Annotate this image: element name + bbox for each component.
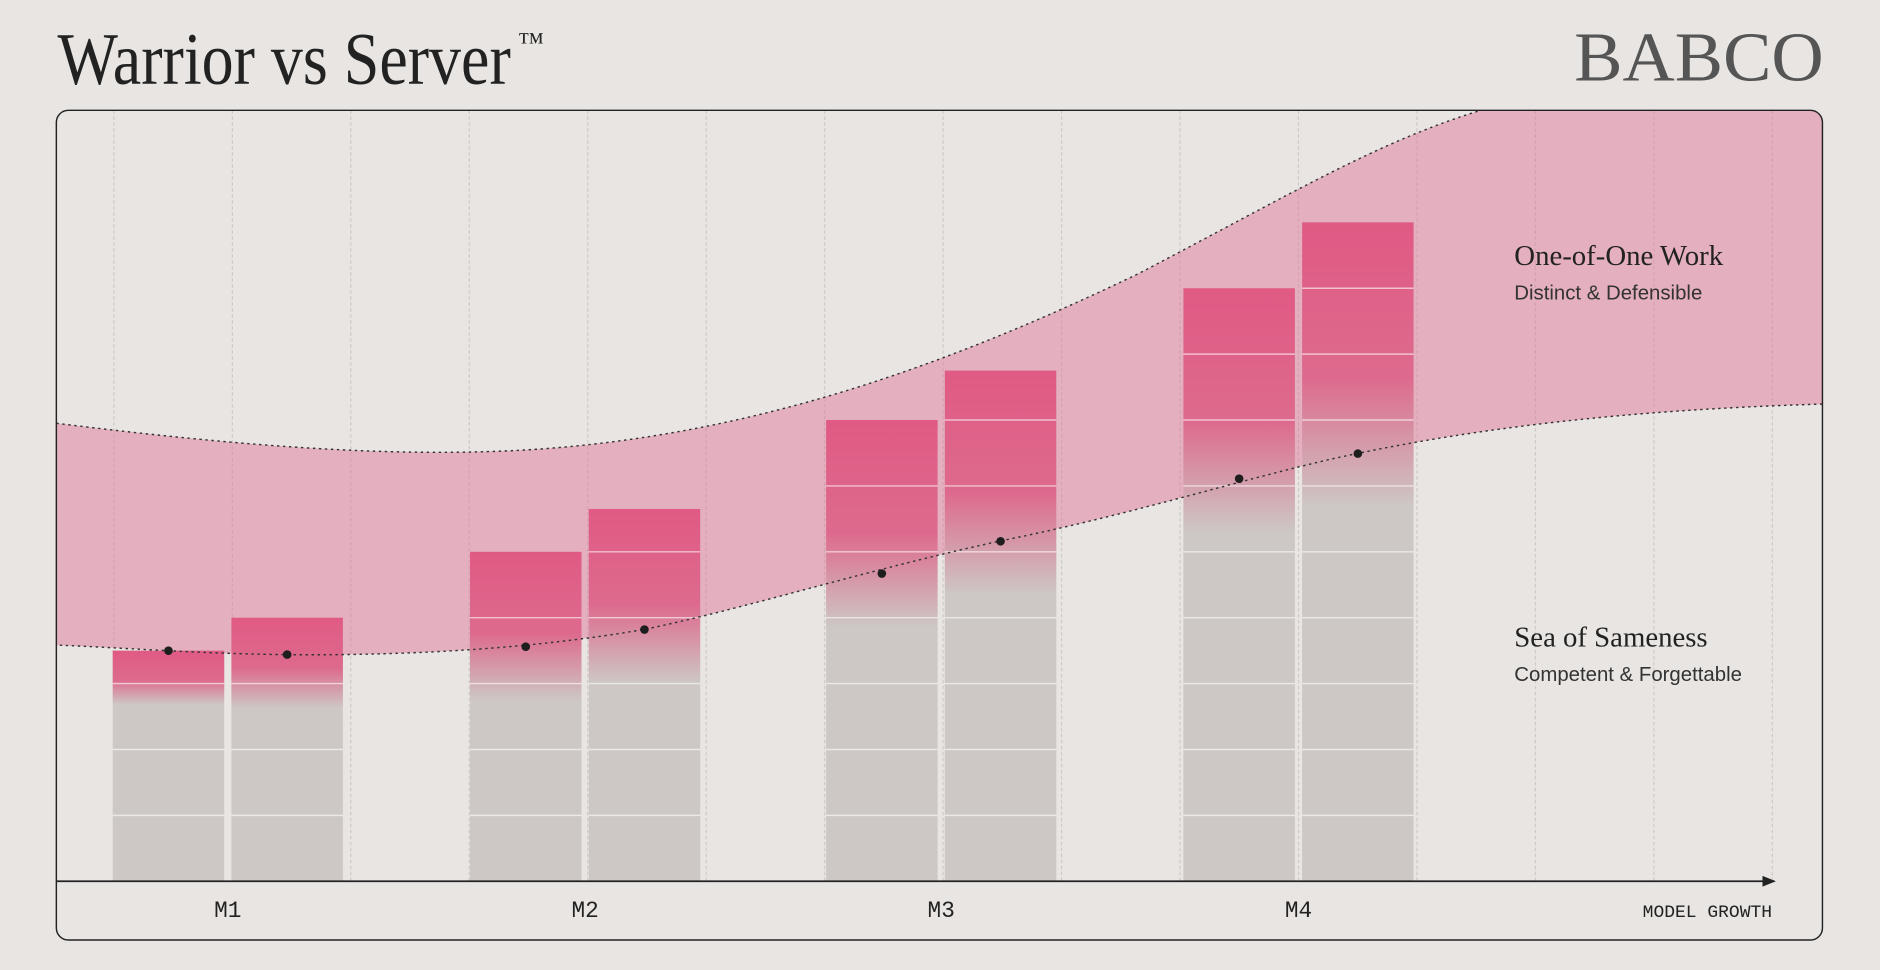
- x-tick-label: M2: [571, 898, 598, 924]
- x-tick-label: M4: [1285, 898, 1312, 924]
- band-lower-edge: [56, 403, 1823, 656]
- zone-title: One-of-One Work: [1514, 240, 1723, 272]
- bar-highlight: [588, 508, 701, 882]
- bar-highlight: [112, 650, 225, 882]
- x-tick-label: M1: [214, 898, 241, 924]
- threshold-point: [164, 646, 173, 655]
- title-mark: ™: [518, 27, 544, 56]
- x-axis-label: MODEL GROWTH: [1643, 903, 1772, 923]
- threshold-point: [1234, 474, 1244, 483]
- zone-subtitle: Competent & Forgettable: [1514, 664, 1742, 686]
- brand-logo: BABCO: [1574, 19, 1823, 96]
- chart-title: Warrior vs Server: [58, 19, 511, 101]
- threshold-point: [1353, 449, 1363, 458]
- band-upper-edge: [56, 110, 1559, 454]
- bar-highlight: [944, 370, 1057, 882]
- bar-highlight: [826, 420, 938, 882]
- threshold-point: [640, 625, 649, 634]
- x-tick-label: M3: [928, 898, 955, 924]
- threshold-point: [877, 569, 887, 578]
- bar-highlight: [470, 551, 582, 882]
- threshold-points: [164, 449, 1363, 659]
- zone-title: Sea of Sameness: [1514, 621, 1707, 653]
- zone-subtitle: Distinct & Defensible: [1514, 283, 1702, 305]
- threshold-point: [996, 536, 1005, 546]
- threshold-point: [282, 650, 292, 659]
- bar-highlight: [1183, 288, 1295, 882]
- plot-area: [56, 110, 1823, 882]
- bars: [112, 222, 1414, 882]
- plot-frame: [55, 109, 1824, 941]
- threshold-point: [521, 642, 531, 652]
